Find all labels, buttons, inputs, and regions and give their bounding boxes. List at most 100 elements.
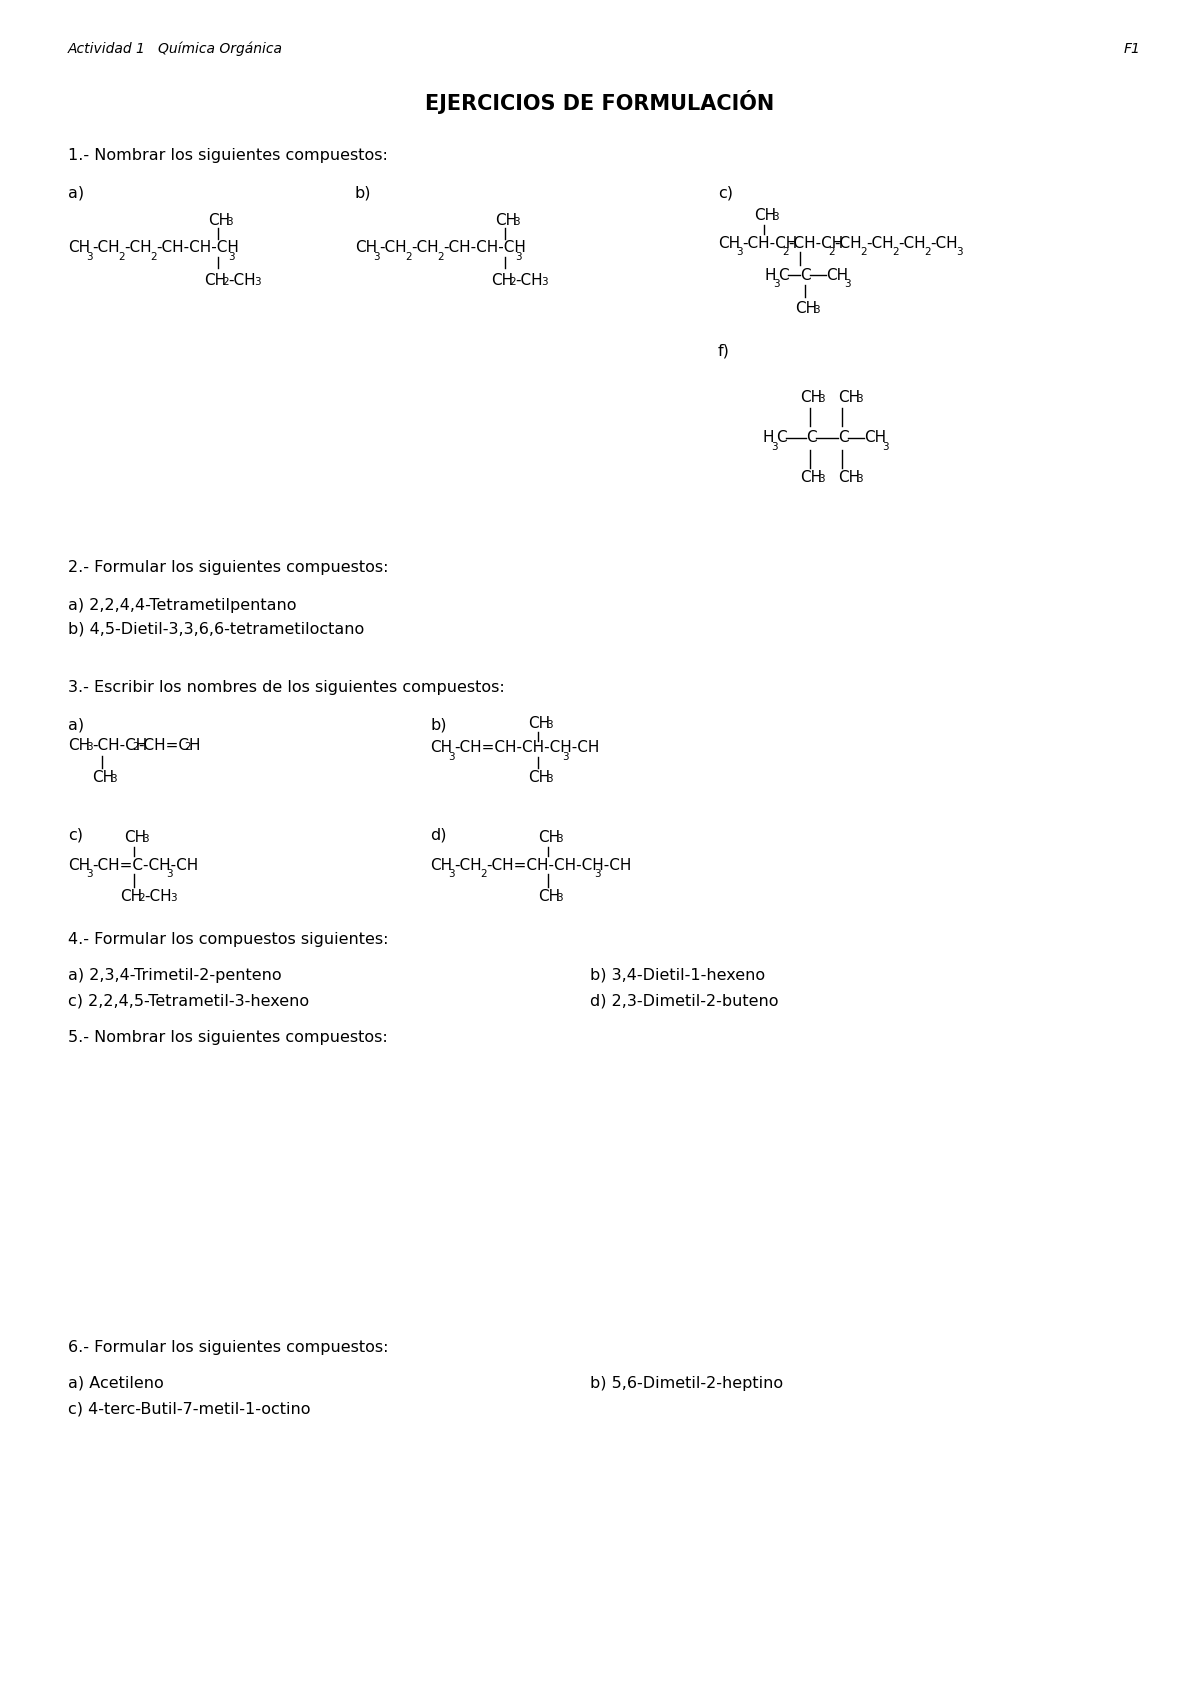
Text: 3: 3: [556, 833, 563, 843]
Text: 3: 3: [856, 473, 863, 484]
Text: 6.- Formular los siguientes compuestos:: 6.- Formular los siguientes compuestos:: [68, 1341, 389, 1354]
Text: a) 2,3,4-Trimetil-2-penteno: a) 2,3,4-Trimetil-2-penteno: [68, 967, 282, 983]
Text: c): c): [68, 828, 83, 843]
Text: d): d): [430, 828, 446, 843]
Text: CH: CH: [754, 209, 776, 222]
Text: CH: CH: [796, 300, 817, 316]
Text: b) 3,4-Dietil-1-hexeno: b) 3,4-Dietil-1-hexeno: [590, 967, 766, 983]
Text: 3: 3: [736, 248, 743, 256]
Text: 3: 3: [373, 251, 379, 261]
Text: CH: CH: [718, 236, 740, 251]
Text: CH: CH: [68, 241, 90, 256]
Text: 3: 3: [814, 305, 820, 316]
Text: c) 2,2,4,5-Tetrametil-3-hexeno: c) 2,2,4,5-Tetrametil-3-hexeno: [68, 994, 310, 1010]
Text: 2: 2: [892, 248, 899, 256]
Text: -CH=CH-CH-CH-CH: -CH=CH-CH-CH-CH: [486, 857, 631, 872]
Text: -CH: -CH: [454, 857, 481, 872]
Text: 3: 3: [772, 212, 779, 222]
Text: 2: 2: [509, 277, 516, 287]
Text: -CH: -CH: [410, 241, 439, 256]
Text: H: H: [762, 431, 774, 446]
Text: 3: 3: [86, 869, 92, 879]
Text: 3: 3: [86, 742, 92, 752]
Text: a): a): [68, 187, 84, 200]
Text: f): f): [718, 343, 730, 358]
Text: 3: 3: [856, 394, 863, 404]
Text: 2: 2: [782, 248, 788, 256]
Text: H: H: [764, 268, 775, 282]
Text: 3: 3: [254, 277, 260, 287]
Text: 4.- Formular los compuestos siguientes:: 4.- Formular los compuestos siguientes:: [68, 932, 389, 947]
Text: CH: CH: [826, 268, 848, 282]
Text: 3: 3: [514, 217, 520, 227]
Text: C: C: [838, 431, 848, 446]
Text: CH: CH: [496, 214, 517, 227]
Text: 2: 2: [138, 893, 145, 903]
Text: 3: 3: [773, 278, 780, 288]
Text: 3: 3: [170, 893, 176, 903]
Text: CH: CH: [120, 889, 142, 905]
Text: 3: 3: [818, 473, 824, 484]
Text: CH: CH: [430, 857, 452, 872]
Text: -CH-CH: -CH-CH: [92, 738, 148, 753]
Text: -CH: -CH: [930, 236, 958, 251]
Text: 2: 2: [924, 248, 931, 256]
Text: 3: 3: [166, 869, 173, 879]
Text: 3: 3: [562, 752, 569, 762]
Text: CH: CH: [92, 770, 114, 786]
Text: 3: 3: [956, 248, 962, 256]
Text: 3: 3: [448, 869, 455, 879]
Text: c): c): [718, 187, 733, 200]
Text: CH: CH: [208, 214, 230, 227]
Text: -CH: -CH: [515, 273, 542, 288]
Text: 2: 2: [437, 251, 444, 261]
Text: Actividad 1   Química Orgánica: Actividad 1 Química Orgánica: [68, 42, 283, 56]
Text: CH: CH: [204, 273, 226, 288]
Text: 3: 3: [448, 752, 455, 762]
Text: EJERCICIOS DE FORMULACIÓN: EJERCICIOS DE FORMULACIÓN: [425, 90, 775, 114]
Text: CH: CH: [68, 857, 90, 872]
Text: 3: 3: [546, 720, 553, 730]
Text: 3: 3: [818, 394, 824, 404]
Text: 2.- Formular los siguientes compuestos:: 2.- Formular los siguientes compuestos:: [68, 560, 389, 575]
Text: -CH=C-CH-CH: -CH=C-CH-CH: [92, 857, 198, 872]
Text: 1.- Nombrar los siguientes compuestos:: 1.- Nombrar los siguientes compuestos:: [68, 148, 388, 163]
Text: 2: 2: [860, 248, 866, 256]
Text: CH: CH: [864, 431, 886, 446]
Text: 2: 2: [150, 251, 157, 261]
Text: 2: 2: [184, 742, 191, 752]
Text: CH: CH: [430, 740, 452, 755]
Text: -CH: -CH: [866, 236, 894, 251]
Text: 3: 3: [772, 441, 778, 451]
Text: -CH: -CH: [834, 236, 862, 251]
Text: C: C: [806, 431, 817, 446]
Text: CH: CH: [838, 470, 860, 485]
Text: b): b): [355, 187, 372, 200]
Text: 3: 3: [226, 217, 233, 227]
Text: a): a): [68, 718, 84, 733]
Text: 3: 3: [882, 441, 889, 451]
Text: -CH-CH: -CH-CH: [742, 236, 797, 251]
Text: 2: 2: [118, 251, 125, 261]
Text: CH: CH: [528, 770, 550, 786]
Text: CH: CH: [538, 889, 560, 905]
Text: -CH-CH-CH: -CH-CH-CH: [443, 241, 526, 256]
Text: 2: 2: [480, 869, 487, 879]
Text: a) 2,2,4,4-Tetrametilpentano: a) 2,2,4,4-Tetrametilpentano: [68, 597, 296, 613]
Text: 2: 2: [828, 248, 835, 256]
Text: CH: CH: [355, 241, 377, 256]
Text: -CH: -CH: [379, 241, 407, 256]
Text: 2: 2: [406, 251, 412, 261]
Text: 3: 3: [86, 251, 92, 261]
Text: CH: CH: [528, 716, 550, 731]
Text: a) Acetileno: a) Acetileno: [68, 1376, 163, 1392]
Text: C: C: [778, 268, 788, 282]
Text: F1: F1: [1123, 42, 1140, 56]
Text: -CH: -CH: [898, 236, 925, 251]
Text: c) 4-terc-Butil-7-metil-1-octino: c) 4-terc-Butil-7-metil-1-octino: [68, 1402, 311, 1417]
Text: 3: 3: [228, 251, 235, 261]
Text: C: C: [776, 431, 787, 446]
Text: 3: 3: [594, 869, 601, 879]
Text: 5.- Nombrar los siguientes compuestos:: 5.- Nombrar los siguientes compuestos:: [68, 1030, 388, 1045]
Text: -CH: -CH: [228, 273, 256, 288]
